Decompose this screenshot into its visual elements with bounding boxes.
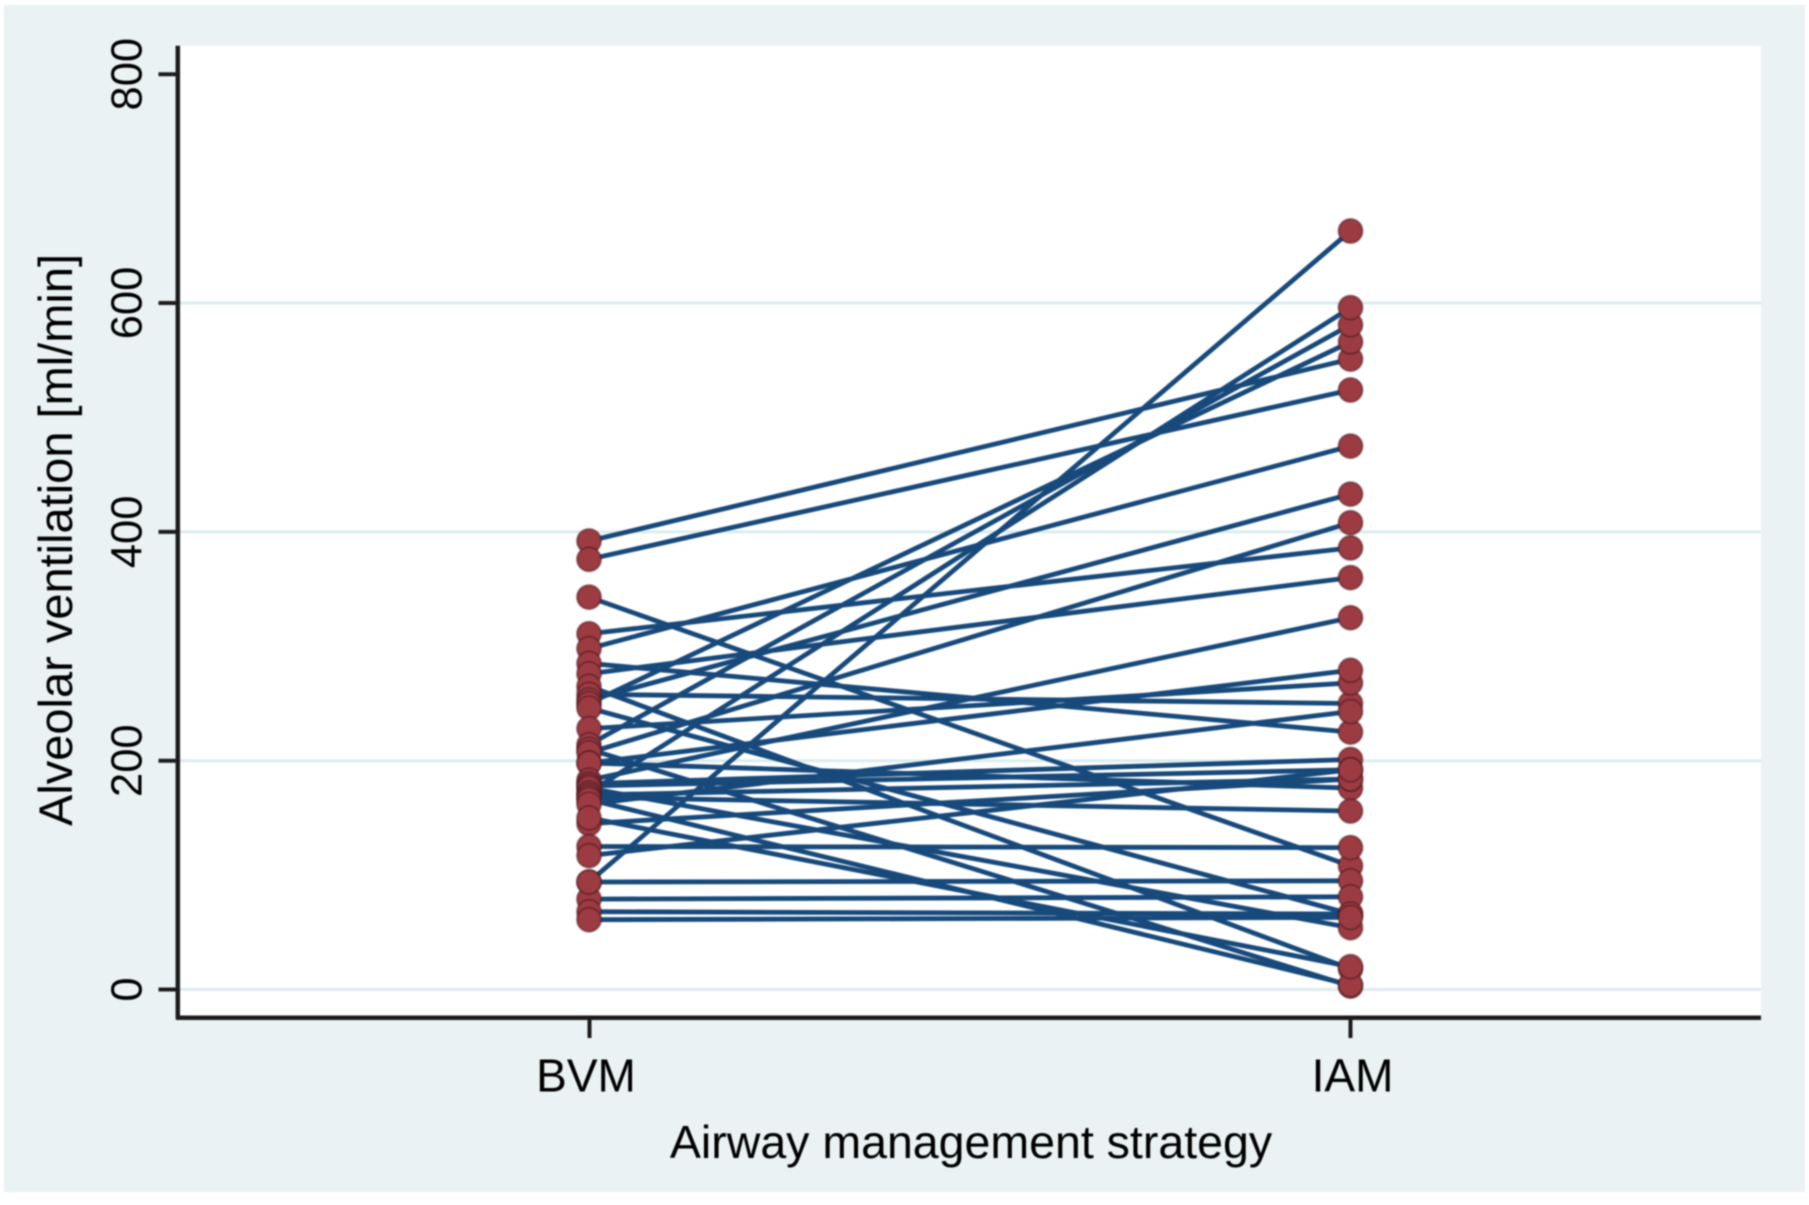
- svg-text:400: 400: [104, 496, 152, 569]
- svg-text:0: 0: [104, 977, 152, 1001]
- svg-text:BVM: BVM: [536, 1050, 636, 1102]
- svg-text:IAM: IAM: [1312, 1050, 1394, 1102]
- svg-text:800: 800: [104, 38, 152, 111]
- svg-text:Airway management strategy: Airway management strategy: [670, 1116, 1273, 1168]
- svg-text:600: 600: [104, 267, 152, 340]
- svg-text:200: 200: [104, 724, 152, 797]
- svg-text:Alveolar ventilation [ml/min]: Alveolar ventilation [ml/min]: [29, 254, 82, 826]
